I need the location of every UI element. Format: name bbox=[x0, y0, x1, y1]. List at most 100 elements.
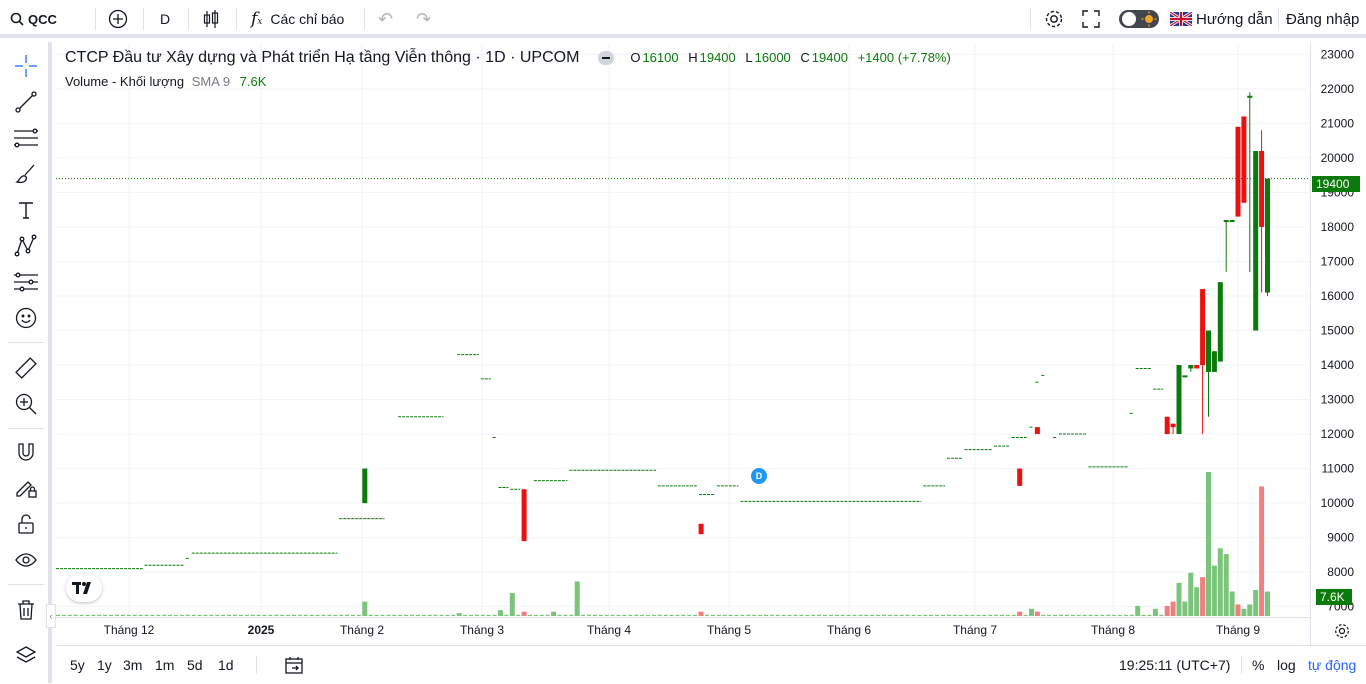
chart-type-button[interactable] bbox=[202, 0, 220, 38]
settings-button[interactable] bbox=[1043, 0, 1065, 38]
volume-bar-minor bbox=[610, 614, 615, 616]
pattern-tool[interactable] bbox=[12, 232, 40, 260]
volume-bar-minor bbox=[504, 614, 509, 616]
object-tree-tool[interactable] bbox=[12, 642, 40, 670]
auto-toggle[interactable]: tự động bbox=[1308, 646, 1356, 684]
last-volume-label: 7.6K bbox=[1316, 589, 1352, 605]
y-tick-label: 15000 bbox=[1321, 324, 1355, 338]
volume-bar-minor bbox=[297, 614, 302, 616]
volume-bar-minor bbox=[775, 614, 780, 616]
range-5d-label: 5d bbox=[187, 657, 203, 673]
remove-drawings-tool[interactable] bbox=[12, 596, 40, 624]
undo-button[interactable]: ↶ bbox=[378, 0, 393, 38]
volume-bar-minor bbox=[115, 614, 119, 616]
range-5d[interactable]: 5d bbox=[187, 646, 203, 684]
redo-button[interactable]: ↷ bbox=[416, 0, 431, 38]
volume-bar-minor bbox=[887, 614, 892, 616]
volume-bar-minor bbox=[179, 614, 184, 616]
interval-button[interactable]: D bbox=[160, 0, 170, 38]
volume-legend: Volume - Khối lượng SMA 9 7.6K bbox=[65, 74, 266, 89]
clock-display[interactable]: 19:25:11 (UTC+7) bbox=[1119, 646, 1230, 684]
candle-body bbox=[1253, 151, 1259, 331]
volume-bar bbox=[1229, 591, 1235, 616]
volume-bar-minor bbox=[439, 614, 444, 616]
volume-bar bbox=[1200, 577, 1206, 616]
volume-bar-minor bbox=[657, 614, 662, 616]
range-3m[interactable]: 3m bbox=[123, 646, 142, 684]
goto-date-button[interactable] bbox=[284, 646, 304, 684]
volume-bar-minor bbox=[752, 614, 757, 616]
visibility-tool[interactable] bbox=[12, 546, 40, 574]
volume-bar-minor bbox=[97, 614, 102, 616]
compare-button[interactable] bbox=[108, 0, 128, 38]
y-tick-label: 10000 bbox=[1321, 496, 1355, 510]
candle-body bbox=[1176, 365, 1182, 435]
x-tick-label: 2025 bbox=[248, 623, 275, 637]
legend-toggle-icon[interactable] bbox=[597, 50, 614, 65]
symbol-title[interactable]: CTCP Đầu tư Xây dựng và Phát triển Hạ tầ… bbox=[65, 49, 580, 66]
range-5y[interactable]: 5y bbox=[70, 646, 85, 684]
volume-bar-minor bbox=[433, 614, 438, 616]
trendline-tool[interactable] bbox=[12, 88, 40, 116]
volume-bar-minor bbox=[545, 614, 550, 616]
symbol-label: QCC bbox=[28, 11, 57, 27]
theme-toggle[interactable] bbox=[1118, 0, 1160, 38]
trendline-icon bbox=[15, 91, 37, 113]
dividend-marker[interactable]: D bbox=[751, 468, 767, 484]
text-icon bbox=[19, 202, 33, 219]
prediction-tool[interactable] bbox=[12, 268, 40, 296]
y-tick-label: 20000 bbox=[1321, 151, 1355, 165]
volume-bar-minor bbox=[669, 614, 674, 616]
login-button[interactable]: Đăng nhập bbox=[1286, 0, 1359, 38]
volume-bar-minor bbox=[646, 614, 650, 616]
percent-toggle[interactable]: % bbox=[1252, 646, 1264, 684]
lock-drawings-tool[interactable] bbox=[12, 474, 40, 502]
volume-bar-minor bbox=[628, 614, 633, 616]
volume-bar-minor bbox=[840, 614, 845, 616]
tradingview-logo[interactable] bbox=[66, 574, 102, 602]
crosshair-tool[interactable] bbox=[12, 52, 40, 80]
volume-bar-minor bbox=[398, 614, 403, 616]
candle-body bbox=[1223, 220, 1229, 223]
volume-bar-minor bbox=[410, 614, 414, 616]
axis-settings-button[interactable] bbox=[1333, 622, 1351, 640]
volume-bar-minor bbox=[929, 614, 934, 616]
measure-tool[interactable] bbox=[12, 354, 40, 382]
volume-title[interactable]: Volume - Khối lượng bbox=[65, 74, 185, 89]
log-toggle[interactable]: log bbox=[1277, 646, 1296, 684]
volume-bar-minor bbox=[156, 614, 161, 616]
lock-tool[interactable] bbox=[12, 510, 40, 538]
range-1d[interactable]: 1d bbox=[218, 646, 234, 684]
volume-bar-minor bbox=[982, 614, 987, 616]
volume-bar bbox=[1235, 604, 1241, 616]
volume-bar-minor bbox=[1047, 614, 1052, 616]
prediction-icon bbox=[14, 272, 38, 292]
emoji-tool[interactable] bbox=[12, 304, 40, 332]
volume-bar-minor bbox=[1053, 614, 1058, 616]
zoom-tool[interactable] bbox=[12, 390, 40, 418]
volume-bar bbox=[551, 611, 557, 616]
volume-bar-minor bbox=[345, 614, 350, 616]
chevron-left-icon: ‹ bbox=[49, 611, 53, 621]
volume-bar-minor bbox=[1000, 614, 1004, 616]
top-toolbar: QCC D fx Các chỉ báo ↶ ↷ Hướng dẫn Đăng … bbox=[0, 0, 1366, 38]
range-1m[interactable]: 1m bbox=[155, 646, 174, 684]
magnet-tool[interactable] bbox=[12, 438, 40, 466]
volume-bar-minor bbox=[893, 614, 898, 616]
symbol-search[interactable]: QCC bbox=[10, 0, 57, 38]
indicators-button[interactable]: fx Các chỉ báo bbox=[251, 0, 344, 38]
volume-bar-minor bbox=[876, 614, 881, 616]
collapse-toolbar-button[interactable]: ‹ bbox=[46, 604, 56, 628]
brush-tool[interactable] bbox=[12, 160, 40, 188]
volume-bar-minor bbox=[858, 614, 863, 616]
y-tick-label: 8000 bbox=[1327, 565, 1354, 579]
guide-link[interactable]: Hướng dẫn bbox=[1170, 0, 1273, 38]
range-1y[interactable]: 1y bbox=[97, 646, 112, 684]
fullscreen-button[interactable] bbox=[1082, 0, 1100, 38]
y-tick-label: 22000 bbox=[1321, 82, 1355, 96]
volume-bar-minor bbox=[533, 614, 538, 616]
crosshair-icon bbox=[15, 55, 37, 77]
fib-tool[interactable] bbox=[12, 124, 40, 152]
text-tool[interactable] bbox=[12, 196, 40, 224]
